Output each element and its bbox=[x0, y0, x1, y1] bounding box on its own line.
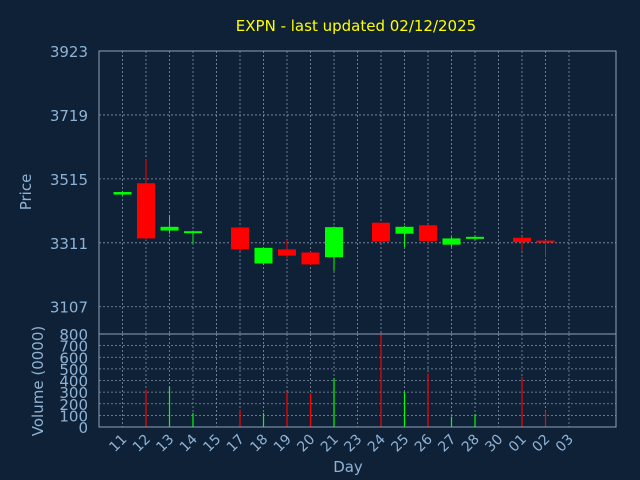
volume-tick-label: 700 bbox=[59, 338, 88, 356]
price-tick-label: 3107 bbox=[50, 299, 88, 317]
candle-body bbox=[419, 225, 437, 241]
candle-body bbox=[466, 236, 484, 239]
price-axis: 3107 3311 3515 3719 3923 bbox=[50, 43, 88, 317]
volume-tick-label: 500 bbox=[59, 361, 88, 379]
candle-body bbox=[301, 252, 320, 265]
candle-body bbox=[137, 183, 155, 239]
candle-body bbox=[278, 249, 296, 256]
volume-tick-label: 600 bbox=[59, 349, 88, 367]
candles bbox=[113, 159, 555, 271]
candle-body bbox=[160, 226, 179, 231]
candle-body bbox=[372, 222, 390, 242]
candle-body bbox=[184, 231, 202, 234]
volume-bars bbox=[145, 334, 547, 427]
volume-tick-label: 400 bbox=[59, 373, 88, 391]
chart-title: EXPN - last updated 02/12/2025 bbox=[236, 17, 476, 35]
candle-body bbox=[231, 227, 249, 250]
candle-body bbox=[395, 226, 414, 234]
volume-tick-label: 800 bbox=[59, 326, 88, 344]
volume-tick-label: 200 bbox=[59, 396, 88, 414]
price-tick-label: 3719 bbox=[50, 107, 88, 125]
volume-axis-label: Volume (0000) bbox=[29, 326, 47, 436]
volume-tick-label: 100 bbox=[59, 407, 88, 425]
candle-body bbox=[536, 240, 555, 243]
volume-tick-label: 0 bbox=[78, 419, 88, 437]
volume-tick-label: 300 bbox=[59, 384, 88, 402]
price-tick-label: 3923 bbox=[50, 43, 88, 61]
x-axis-label: Day bbox=[333, 458, 363, 476]
candle-body bbox=[513, 237, 531, 243]
price-grid bbox=[99, 50, 616, 334]
candle-body bbox=[254, 247, 273, 264]
candle-body bbox=[113, 192, 132, 195]
candle-body bbox=[325, 227, 343, 258]
price-tick-label: 3311 bbox=[50, 235, 88, 253]
candle-body bbox=[442, 238, 461, 245]
price-tick-label: 3515 bbox=[50, 171, 88, 189]
x-axis: 11 12 13 14 15 17 18 19 20 21 23 24 25 26 27 28 30 01 02 03 bbox=[106, 431, 576, 455]
price-axis-label: Price bbox=[17, 174, 35, 211]
volume-plot-frame bbox=[98, 333, 617, 428]
